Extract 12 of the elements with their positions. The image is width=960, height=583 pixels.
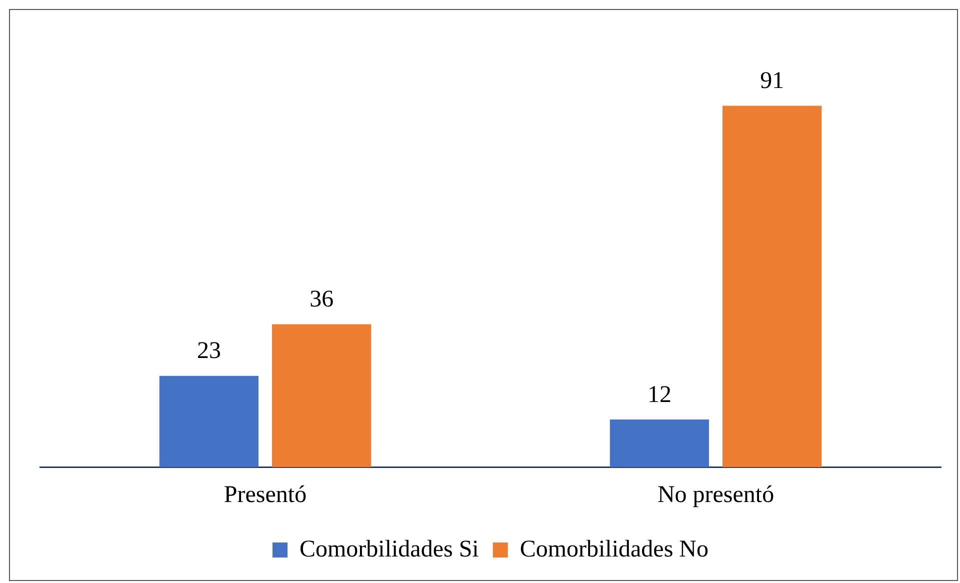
bar xyxy=(610,420,709,468)
x-tick-label: Presentó xyxy=(224,482,307,508)
data-label: 12 xyxy=(647,382,672,408)
data-label: 23 xyxy=(196,338,221,364)
data-label: 91 xyxy=(760,68,784,94)
legend-label: Comorbilidades Si xyxy=(300,536,480,562)
x-tick-label: No presentó xyxy=(657,482,774,508)
bar xyxy=(159,376,258,468)
legend-label: Comorbilidades No xyxy=(520,536,708,562)
bar xyxy=(722,106,822,468)
data-label: 36 xyxy=(310,286,334,313)
bar xyxy=(272,324,372,468)
